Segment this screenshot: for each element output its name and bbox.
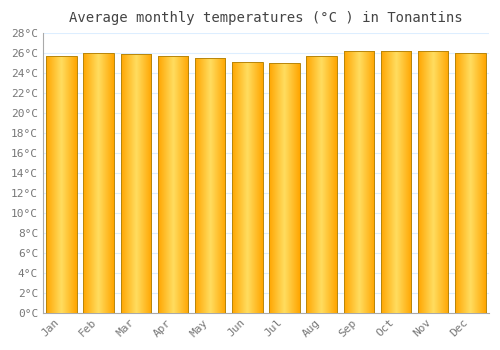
Bar: [418, 51, 448, 313]
Title: Average monthly temperatures (°C ) in Tonantins: Average monthly temperatures (°C ) in To…: [69, 11, 462, 25]
Bar: [46, 56, 77, 313]
Bar: [158, 56, 188, 313]
Bar: [270, 63, 300, 313]
Bar: [84, 53, 114, 313]
Bar: [120, 54, 151, 313]
Bar: [455, 53, 486, 313]
Bar: [195, 58, 226, 313]
Bar: [232, 62, 262, 313]
Bar: [381, 51, 411, 313]
Bar: [306, 56, 337, 313]
Bar: [344, 51, 374, 313]
